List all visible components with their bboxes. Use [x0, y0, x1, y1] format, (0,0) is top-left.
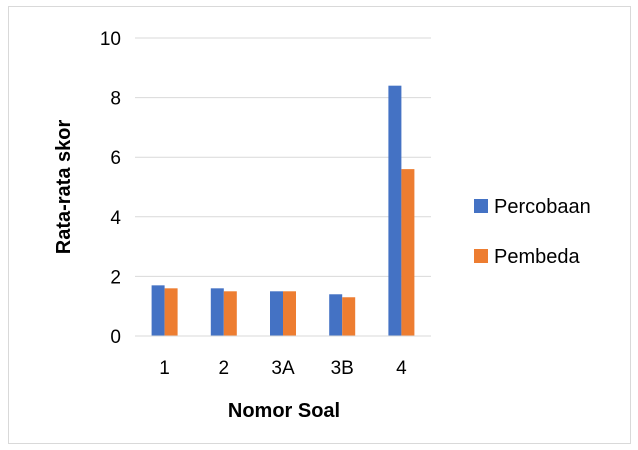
x-tick-label: 4	[396, 358, 407, 379]
bar-pembeda-2	[223, 291, 237, 336]
bar-percobaan-1	[151, 285, 165, 336]
x-tick-label: 1	[159, 358, 170, 379]
bars	[151, 85, 415, 337]
bar-percobaan-3a	[270, 291, 283, 336]
y-tick-labels: 0 2 4 6 8 10	[100, 29, 122, 348]
x-tick-label: 3B	[331, 358, 354, 379]
bar-pembeda-3b	[342, 297, 356, 336]
bar-percobaan-2	[210, 288, 224, 336]
bar-pembeda-1	[164, 288, 178, 336]
legend-swatch-pembeda	[474, 249, 488, 263]
y-tick-label: 10	[100, 29, 121, 50]
gridlines	[135, 37, 431, 277]
legend-label-pembeda: Pembeda	[494, 246, 580, 268]
bar-percobaan-3b	[329, 294, 343, 336]
x-tick-labels: 1 2 3A 3B 4	[159, 358, 407, 379]
x-tick-label: 3A	[271, 358, 295, 379]
legend: Percobaan Pembeda	[474, 196, 591, 268]
y-tick-label: 8	[110, 89, 121, 110]
y-axis-title: Rata-rata skor	[53, 120, 75, 255]
chart-frame	[8, 6, 631, 444]
bar-pembeda-4	[401, 169, 415, 336]
y-tick-label: 2	[110, 267, 121, 288]
bar-percobaan-4	[388, 85, 402, 337]
x-axis-title: Nomor Soal	[228, 400, 340, 422]
y-tick-label: 4	[110, 208, 121, 229]
x-tick-label: 2	[219, 358, 230, 379]
bar-pembeda-3a	[283, 291, 296, 336]
y-tick-label: 6	[110, 148, 121, 169]
legend-label-percobaan: Percobaan	[494, 196, 591, 218]
y-tick-label: 0	[110, 327, 121, 348]
legend-swatch-percobaan	[474, 199, 488, 213]
